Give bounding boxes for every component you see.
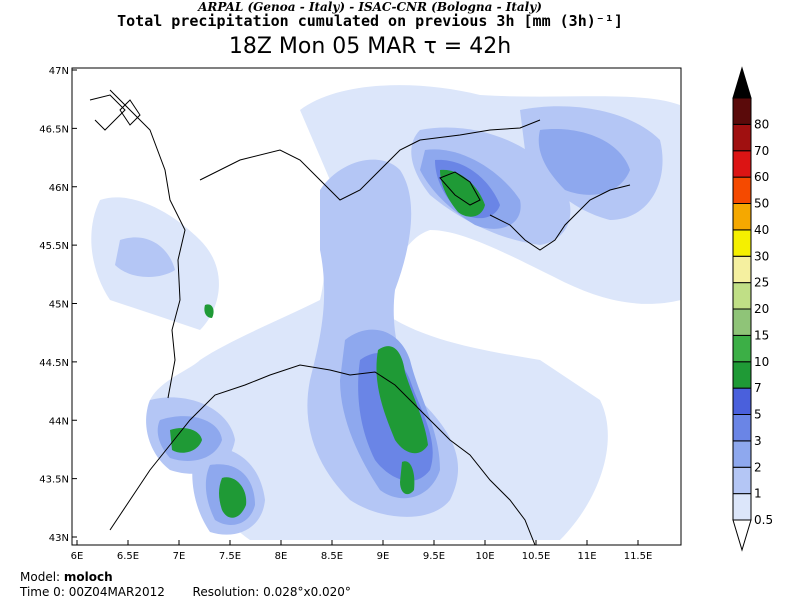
precip-core-green-6 <box>204 304 214 318</box>
legend-color-box <box>732 203 752 231</box>
resolution-value: 0.028°x0.020° <box>263 585 351 599</box>
model-line: Model: moloch <box>20 570 113 584</box>
resolution-label: Resolution: <box>192 585 260 599</box>
source-line: ARPAL (Genoa - Italy) - ISAC-CNR (Bologn… <box>198 0 542 14</box>
lon-tick-label: 9E <box>377 551 390 562</box>
precip-core-green-5 <box>400 461 415 495</box>
legend-color-box <box>732 255 752 284</box>
legend-color-box <box>732 414 752 442</box>
precip-area-northwest <box>115 237 175 277</box>
coastline-ligurian <box>109 364 536 545</box>
legend-threshold-label: 70 <box>754 144 769 158</box>
lat-tick-label: 44.5N <box>39 358 69 369</box>
model-name: moloch <box>63 570 113 584</box>
lon-tick-label: 8E <box>275 551 288 562</box>
legend-color-box <box>732 361 752 389</box>
lon-tick-label: 8.5E <box>321 551 343 562</box>
legend-threshold-label: 5 <box>754 408 762 422</box>
lon-tick-label: 6.5E <box>117 551 139 562</box>
lon-tick-label: 6E <box>71 551 84 562</box>
legend-color-box <box>732 308 752 336</box>
legend-threshold-label: 40 <box>754 223 769 237</box>
legend-low-triangle <box>732 519 752 552</box>
legend-threshold-label: 3 <box>754 434 762 448</box>
legend-threshold-label: 30 <box>754 249 769 263</box>
color-legend: 0.5 1 2 3 5 7 10 15 20 25 30 40 50 60 70 80 <box>732 66 773 552</box>
lon-tick-label: 11.5E <box>624 551 653 562</box>
time0-label: Time 0: <box>20 585 65 599</box>
precip-core-green-1 <box>376 346 428 454</box>
lat-tick-label: 43N <box>49 533 69 544</box>
time0-value: 00Z04MAR2012 <box>68 585 165 599</box>
legend-threshold-label: 1 <box>754 487 762 501</box>
legend-color-box <box>732 176 752 204</box>
border-austria <box>419 119 541 141</box>
legend-threshold-label: 20 <box>754 302 769 316</box>
lat-tick-label: 47N <box>49 66 69 77</box>
legend-threshold-label: 0.5 <box>754 513 773 527</box>
legend-color-box <box>732 334 752 363</box>
lat-tick-label: 44N <box>49 416 69 427</box>
legend-threshold-label: 15 <box>754 328 769 342</box>
precip-core-green-4 <box>219 477 247 518</box>
border-france-italy <box>109 89 186 399</box>
legend-color-box <box>732 123 752 152</box>
latitude-axis: 47N 46.5N 46N 45.5N 45N 44.5N 44N 43.5N 43N <box>39 66 77 544</box>
lat-tick-label: 46.5N <box>39 124 69 135</box>
lon-tick-label: 7E <box>173 551 186 562</box>
legend-threshold-label: 10 <box>754 355 769 369</box>
valid-time: 18Z Mon 05 MAR τ = 42h <box>228 34 512 59</box>
lon-tick-label: 11E <box>577 551 596 562</box>
lat-tick-label: 45.5N <box>39 241 69 252</box>
map-title: Total precipitation cumulated on previou… <box>117 12 623 30</box>
precipitation-field <box>72 68 681 545</box>
legend-color-box <box>732 282 752 310</box>
model-label: Model: <box>20 570 61 584</box>
legend-color-box <box>732 466 752 495</box>
legend-threshold-label: 7 <box>754 381 762 395</box>
lon-tick-label: 9.5E <box>423 551 445 562</box>
lake-2 <box>119 99 141 126</box>
legend-color-box <box>732 150 752 178</box>
legend-color-box <box>732 493 752 521</box>
lon-tick-label: 10.5E <box>522 551 551 562</box>
precip-area-dark-5 <box>538 129 630 195</box>
coastline-adriatic <box>489 184 631 251</box>
border-swiss <box>199 139 421 201</box>
legend-threshold-label: 80 <box>754 117 769 131</box>
lon-tick-label: 10E <box>475 551 494 562</box>
legend-color-box <box>732 97 752 125</box>
lon-tick-label: 7.5E <box>219 551 241 562</box>
legend-threshold-label: 2 <box>754 460 762 474</box>
lat-tick-label: 46N <box>49 183 69 194</box>
legend-high-triangle <box>732 66 752 99</box>
map-frame <box>71 67 682 546</box>
lat-tick-label: 43.5N <box>39 475 69 486</box>
lake-1 <box>439 171 481 206</box>
legend-threshold-label: 25 <box>754 276 769 290</box>
legend-color-box <box>732 440 752 468</box>
coastlines <box>89 89 631 545</box>
border-north <box>89 94 126 131</box>
longitude-axis: 6E 6.5E 7E 7.5E 8E 8.5E 9E 9.5E 10E 10.5E 11E 11.5E <box>71 540 653 562</box>
legend-color-box <box>732 229 752 257</box>
legend-color-box <box>732 387 752 415</box>
precip-core-green-2 <box>440 169 485 217</box>
time-resolution-line: Time 0: 00Z04MAR2012 Resolution: 0.028°x… <box>20 585 351 599</box>
legend-threshold-label: 50 <box>754 197 769 211</box>
legend-threshold-label: 60 <box>754 170 769 184</box>
lat-tick-label: 45N <box>49 300 69 311</box>
